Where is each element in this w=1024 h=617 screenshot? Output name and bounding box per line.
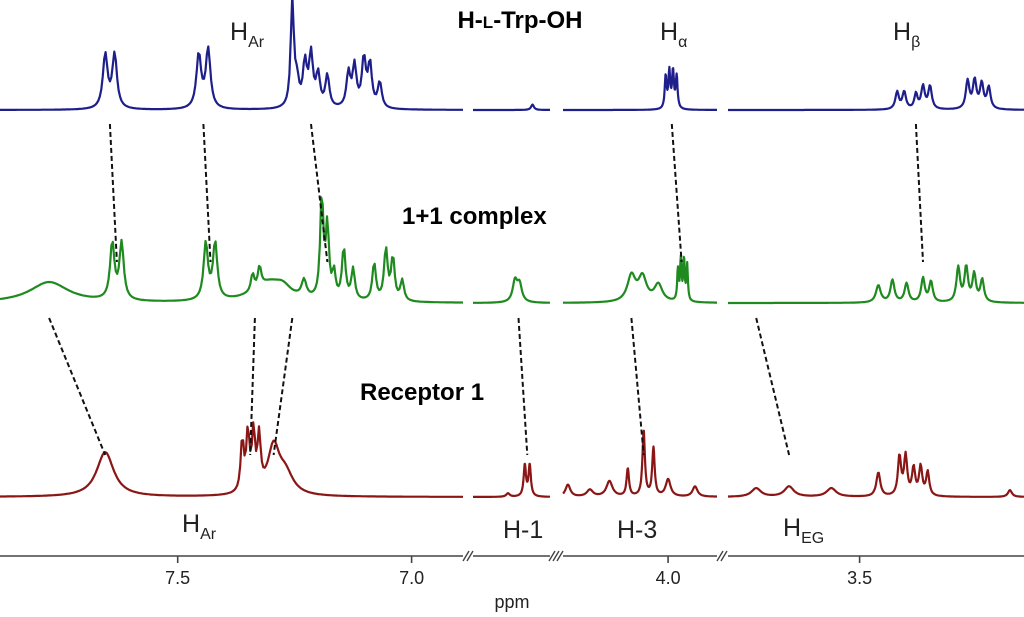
- spectrum-line-2-segment-4: [727, 264, 1024, 305]
- axis-break-2-stroke-1: [548, 550, 556, 562]
- shift-line-3: [310, 123, 329, 263]
- shift-line-8: [272, 317, 294, 456]
- axis-break-2-stroke-3: [556, 550, 564, 562]
- x-axis: 7.5 7.0 4.0 3.5: [0, 550, 1024, 588]
- spectrum-line-1-segment-4: [727, 76, 1024, 112]
- spectra-layer: [0, 0, 1024, 498]
- annotation-heg: HEG: [783, 514, 824, 547]
- spectrum-line-3-segment-2: [472, 462, 551, 498]
- series-label-complex: 1+1 complex: [402, 203, 547, 230]
- tick-label-4.0: 4.0: [656, 568, 681, 588]
- spectrum-line-3-segment-4: [727, 450, 1024, 498]
- spectrum-line-1-segment-2: [472, 103, 551, 112]
- annotation-h3: H-3: [617, 516, 657, 544]
- spectrum-line-2-segment-2: [472, 276, 551, 304]
- shift-line-1: [108, 123, 118, 263]
- tick-label-3.5: 3.5: [847, 568, 872, 588]
- shift-line-2: [202, 123, 212, 263]
- spectrum-series-1: [0, 0, 1024, 112]
- shift-line-11: [755, 317, 791, 456]
- spectrum-series-2: [0, 196, 1024, 305]
- spectrum-series-3: [0, 421, 1024, 498]
- series-label-receptor: Receptor 1: [360, 379, 484, 406]
- spectrum-line-2-segment-1: [0, 196, 463, 304]
- shift-line-4: [670, 123, 683, 263]
- annotation-har-top: HAr: [230, 18, 265, 51]
- axis-break-3-stroke-2: [720, 550, 728, 562]
- annotation-har-bottom: HAr: [182, 510, 217, 543]
- axis-break-2-stroke-2: [552, 550, 560, 562]
- axis-break-1-stroke-2: [466, 550, 474, 562]
- shift-line-5: [914, 123, 924, 263]
- annotation-halpha: Hα: [660, 18, 687, 51]
- shift-line-10: [630, 317, 645, 456]
- spectrum-line-1-segment-3: [562, 65, 718, 112]
- annotation-h1: H-1: [503, 516, 543, 544]
- tick-label-7.0: 7.0: [399, 568, 424, 588]
- shift-lines-layer: [48, 123, 924, 456]
- x-axis-label: ppm: [494, 592, 529, 612]
- spectrum-line-3-segment-1: [0, 421, 463, 498]
- spectrum-line-1-segment-1: [0, 0, 463, 111]
- shift-line-9: [517, 317, 529, 456]
- spectrum-line-3-segment-3: [562, 429, 718, 498]
- annotation-hbeta: Hβ: [893, 18, 920, 51]
- axis-break-3-stroke-1: [716, 550, 724, 562]
- spectrum-line-2-segment-3: [562, 253, 718, 304]
- axis-break-1-stroke-1: [462, 550, 470, 562]
- series-label-trp: H-L-Trp-OH: [457, 7, 582, 34]
- shift-line-6: [48, 317, 107, 456]
- tick-label-7.5: 7.5: [165, 568, 190, 588]
- shift-line-7: [249, 317, 256, 456]
